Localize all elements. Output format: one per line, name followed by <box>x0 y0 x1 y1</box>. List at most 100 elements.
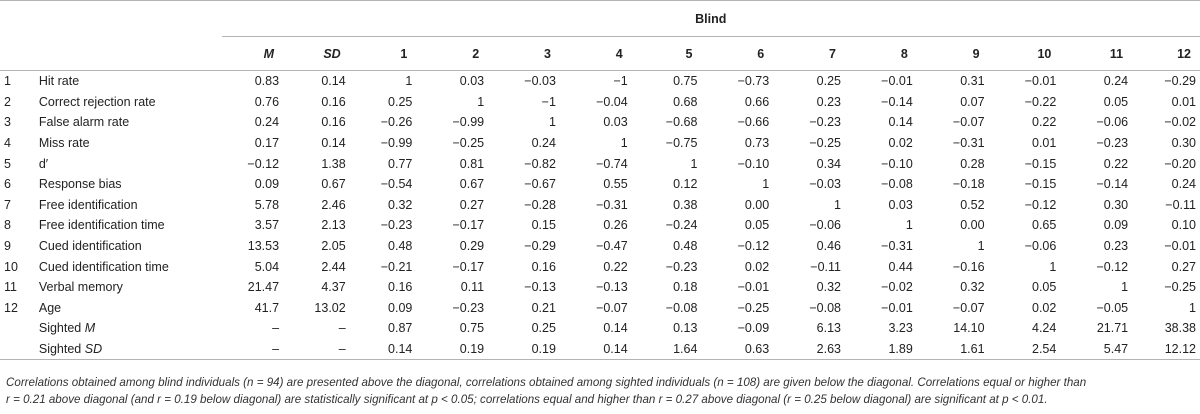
table-cell: 1 <box>350 71 417 92</box>
table-cell: −0.14 <box>1060 174 1132 195</box>
column-header: 8 <box>845 37 917 71</box>
table-cell: 0.16 <box>488 256 560 277</box>
table-cell: −0.06 <box>989 236 1061 257</box>
table-cell: −0.26 <box>350 112 417 133</box>
table-cell: 0.75 <box>416 318 488 339</box>
column-header: 2 <box>416 37 488 71</box>
table-cell: 0.14 <box>560 318 632 339</box>
correlation-table: Blind M SD 1 2 3 4 5 6 7 8 9 10 11 12 1 Hit rate 0.83 0.… <box>0 0 1200 360</box>
table-cell: 1.64 <box>632 339 702 360</box>
table-cell: 0.22 <box>560 256 632 277</box>
table-cell: −0.31 <box>845 236 917 257</box>
table-cell: 4.37 <box>283 277 350 298</box>
table-cell: 4.24 <box>989 318 1061 339</box>
table-cell: 0.03 <box>560 112 632 133</box>
table-cell: 2.44 <box>283 256 350 277</box>
table-cell: −0.28 <box>488 195 560 216</box>
table-cell: 41.7 <box>222 298 284 319</box>
table-cell: 2.13 <box>283 215 350 236</box>
table-cell: −0.24 <box>632 215 702 236</box>
table-cell: 0.52 <box>917 195 989 216</box>
table-cell: 6.13 <box>773 318 845 339</box>
row-index: 9 <box>0 236 35 257</box>
footnote-line-2: r = 0.21 above diagonal (and r = 0.19 be… <box>6 391 1194 408</box>
variable-name: Sighted SD <box>35 339 222 360</box>
table-cell: 5.04 <box>222 256 284 277</box>
table-cell: −0.99 <box>416 112 488 133</box>
table-cell: 0.15 <box>488 215 560 236</box>
table-cell: 0.25 <box>350 92 417 113</box>
table-cell: 1 <box>773 195 845 216</box>
table-row-sighted-sd: Sighted SD – – 0.14 0.19 0.19 0.14 1.64 0.63 2.63… <box>0 339 1200 360</box>
label-prefix: Sighted <box>39 342 85 356</box>
table-cell: −0.03 <box>773 174 845 195</box>
table-cell: 0.09 <box>222 174 284 195</box>
variable-name: Age <box>35 298 222 319</box>
table-cell: 0.68 <box>632 92 702 113</box>
table-cell: 1 <box>632 153 702 174</box>
table-cell: 0.14 <box>845 112 917 133</box>
table-cell: 0.28 <box>917 153 989 174</box>
table-cell: −0.12 <box>701 236 773 257</box>
table-cell: −0.04 <box>560 92 632 113</box>
table-cell: 0.32 <box>350 195 417 216</box>
table-cell: 0.66 <box>701 92 773 113</box>
table-cell: 0.23 <box>1060 236 1132 257</box>
table-cell: 0.01 <box>989 133 1061 154</box>
table-cell: 1 <box>416 92 488 113</box>
table-cell: 0.19 <box>416 339 488 360</box>
table-cell: 0.73 <box>701 133 773 154</box>
variable-name: Cued identification <box>35 236 222 257</box>
table-cell: 13.53 <box>222 236 284 257</box>
table-cell: 0.16 <box>350 277 417 298</box>
table-cell: −0.16 <box>917 256 989 277</box>
table-cell: −0.68 <box>632 112 702 133</box>
table-cell: 0.11 <box>416 277 488 298</box>
table-cell: −0.12 <box>1060 256 1132 277</box>
table-cell: −0.02 <box>1132 112 1200 133</box>
variable-name: Cued identification time <box>35 256 222 277</box>
table-cell: 0.83 <box>222 71 284 92</box>
table-cell: 0.24 <box>1132 174 1200 195</box>
table-cell: −0.01 <box>845 71 917 92</box>
column-header: 11 <box>1060 37 1132 71</box>
table-cell: 0.27 <box>416 195 488 216</box>
table-cell: −1 <box>560 71 632 92</box>
table-cell: 0.32 <box>773 277 845 298</box>
table-cell: −0.25 <box>1132 277 1200 298</box>
table-cell: −0.22 <box>989 92 1061 113</box>
table-cell: −0.23 <box>1060 133 1132 154</box>
table-cell: −0.09 <box>701 318 773 339</box>
row-index: 2 <box>0 92 35 113</box>
table-row: 5 d′ −0.12 1.38 0.77 0.81 −0.82 −0.74 1 −0.10 0.34… <box>0 153 1200 174</box>
table-cell: −0.11 <box>773 256 845 277</box>
table-cell: −0.14 <box>845 92 917 113</box>
table-cell: 0.29 <box>416 236 488 257</box>
table-cell: 0.09 <box>350 298 417 319</box>
table-cell: 0.44 <box>845 256 917 277</box>
table-cell: 0.24 <box>222 112 284 133</box>
table-cell: −0.74 <box>560 153 632 174</box>
table-cell: 0.67 <box>416 174 488 195</box>
table-cell: −0.73 <box>701 71 773 92</box>
table-cell: −0.29 <box>1132 71 1200 92</box>
column-header: M <box>222 37 284 71</box>
column-header: 6 <box>701 37 773 71</box>
table-cell: −0.17 <box>416 256 488 277</box>
table-cell: −0.01 <box>701 277 773 298</box>
table-cell: 38.38 <box>1132 318 1200 339</box>
table-cell: −0.75 <box>632 133 702 154</box>
table-cell: −0.08 <box>632 298 702 319</box>
table-row: 4 Miss rate 0.17 0.14 −0.99 −0.25 0.24 1 −0.75 0.… <box>0 133 1200 154</box>
table-row: 7 Free identification 5.78 2.46 0.32 0.27 −0.2… <box>0 195 1200 216</box>
variable-name: Response bias <box>35 174 222 195</box>
table-cell: 0.46 <box>773 236 845 257</box>
table-cell: 0.32 <box>917 277 989 298</box>
table-cell: 0.81 <box>416 153 488 174</box>
table-cell: 21.71 <box>1060 318 1132 339</box>
table-cell: 0.75 <box>632 71 702 92</box>
table-cell: 0.05 <box>1060 92 1132 113</box>
table-cell: 0.14 <box>350 339 417 360</box>
column-header: 9 <box>917 37 989 71</box>
table-cell: −0.31 <box>917 133 989 154</box>
